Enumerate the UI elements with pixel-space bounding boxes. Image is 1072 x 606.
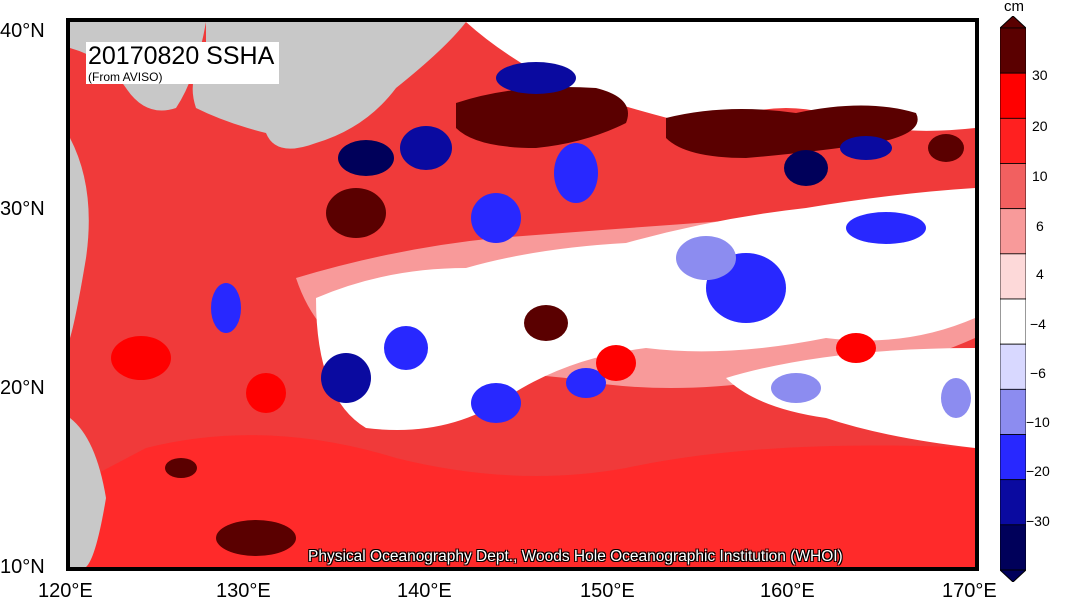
cold-eddy-16 [771,373,821,403]
colorbar-label: 30 [1032,67,1048,83]
cold-eddy-11 [384,326,428,370]
cold-eddy-7 [471,193,521,243]
cold-eddy-1 [338,140,394,176]
colorbar-unit: cm [1004,0,1024,15]
cold-eddy-14 [566,368,606,398]
colorbar-segment [1000,298,1026,345]
cold-eddy-4 [554,143,598,203]
lat-label-30: 30°N [0,198,45,220]
colorbar-segment [1000,117,1026,164]
colorbar-label: 20 [1032,118,1048,134]
map-subtitle: (From AVISO) [88,70,163,84]
warm-eddy-9 [928,134,964,162]
colorbar-segment [1000,388,1026,435]
colorbar-segment [1000,72,1026,119]
colorbar-label: −10 [1026,414,1050,430]
cold-eddy-17 [941,378,971,418]
lat-label-20: 20°N [0,377,45,399]
colorbar-segment [1000,208,1026,255]
cold-eddy-10 [676,236,736,280]
colorbar-label: −20 [1026,463,1050,479]
lon-label-120: 120°E [38,580,93,602]
cold-eddy-6 [840,136,892,160]
warm-eddy-3 [246,373,286,413]
warm-eddy-1 [326,188,386,238]
colorbar-label: 4 [1036,266,1044,282]
warm-eddy-4 [524,305,568,341]
lon-label-130: 130°E [216,580,271,602]
ssha-map [70,22,975,567]
lon-label-160: 160°E [760,580,815,602]
colorbar-label: 6 [1036,218,1044,234]
warm-eddy-7 [216,520,296,556]
colorbar-segment [1000,343,1026,390]
cold-eddy-2 [400,126,452,170]
warm-eddy-north-1 [456,87,628,148]
neutral-band [316,188,975,430]
neutral-north [466,22,975,131]
southern-warm-band [70,435,975,567]
warm-eddy-2 [111,336,171,380]
colorbar-segment [1000,479,1026,526]
colorbar-segment [1000,253,1026,300]
lon-label-170: 170°E [942,580,997,602]
warm-eddy-6 [165,458,197,478]
warm-eddy-8 [836,333,876,363]
colorbar-label: −4 [1030,316,1046,332]
colorbar-label: −6 [1030,365,1046,381]
colorbar-min-arrow [1000,569,1026,582]
cold-eddy-15 [211,283,241,333]
land-china [70,138,89,338]
colorbar-label: −30 [1026,513,1050,529]
lat-label-10: 10°N [0,556,45,578]
credit-text: Physical Oceanography Dept., Woods Hole … [308,548,843,565]
land-philippines [70,418,106,567]
colorbar-segment [1000,163,1026,210]
cold-eddy-12 [321,353,371,403]
colorbar-segment [1000,434,1026,481]
title-box: 20170820 SSHA (From AVISO) [86,42,280,84]
lon-label-150: 150°E [580,580,635,602]
colorbar-label: 10 [1032,168,1048,184]
map-title: 20170820 SSHA [88,42,275,70]
map-frame [66,18,979,571]
cold-eddy-8 [846,212,926,244]
colorbar [1000,16,1026,582]
warm-eddy-5 [596,345,636,381]
colorbar-max-arrow [1000,16,1026,29]
cold-eddy-3 [496,62,576,94]
lat-label-40: 40°N [0,20,45,42]
colorbar-segment [1000,27,1026,74]
cold-eddy-5 [784,150,828,186]
cold-eddy-13 [471,383,521,423]
colorbar-segment [1000,524,1026,571]
lon-label-140: 140°E [397,580,452,602]
neutral-band-south [726,348,975,448]
